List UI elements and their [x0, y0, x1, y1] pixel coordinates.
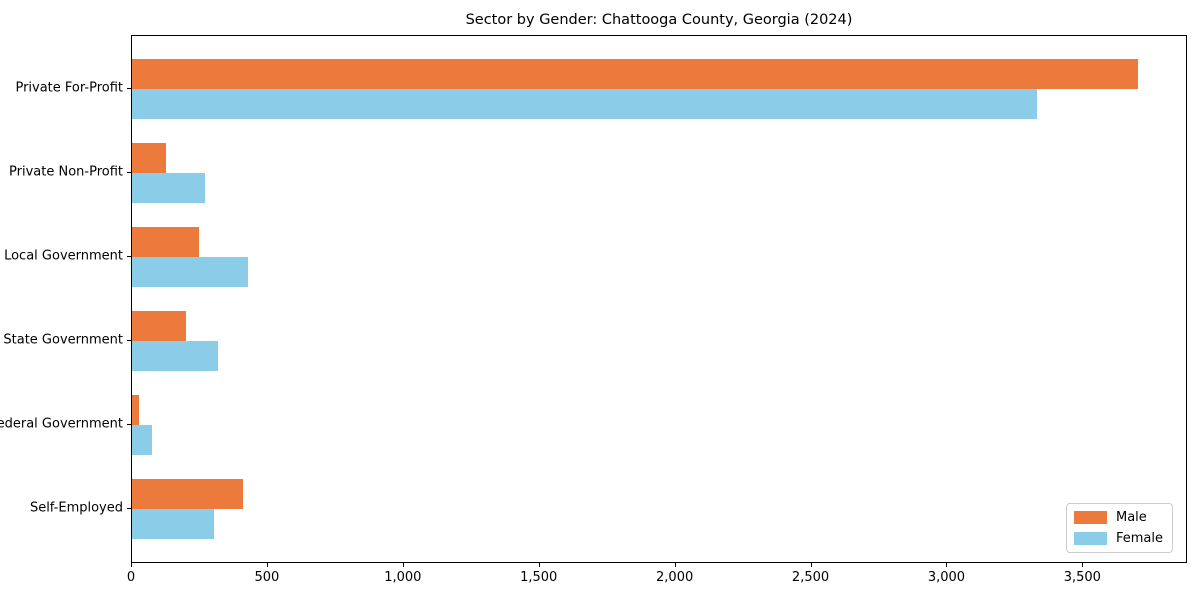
- xtick-mark: [674, 563, 676, 567]
- legend: Male Female: [1065, 503, 1173, 553]
- ytick-mark: [127, 340, 131, 341]
- xtick-mark: [402, 563, 404, 567]
- legend-swatch-icon: [1073, 511, 1107, 524]
- bar-female: [132, 341, 218, 371]
- xtick-label: 2,000: [656, 570, 694, 585]
- bar-male: [132, 143, 166, 173]
- ytick-mark: [127, 172, 131, 173]
- ytick-label: Federal Government: [0, 416, 123, 432]
- xtick-label: 3,000: [927, 570, 966, 585]
- xtick-label: 2,500: [791, 570, 830, 585]
- xtick-label: 1,500: [520, 570, 558, 585]
- bar-female: [132, 257, 248, 287]
- xtick-mark: [266, 563, 268, 567]
- legend-item-female: Female: [1073, 531, 1163, 546]
- xtick-mark: [810, 563, 812, 567]
- xtick-mark: [131, 563, 132, 567]
- ytick-label: Self-Employed: [29, 500, 123, 516]
- ytick-mark: [127, 508, 131, 509]
- legend-label: Female: [1115, 531, 1163, 546]
- xtick-mark: [538, 563, 540, 567]
- ytick-label: State Government: [3, 332, 123, 348]
- ytick-mark: [127, 256, 131, 257]
- bar-male: [132, 479, 243, 509]
- bar-female: [132, 425, 152, 455]
- bar-female: [132, 89, 1037, 119]
- xtick-label: 500: [254, 570, 280, 585]
- xtick-label: 0: [126, 570, 136, 585]
- bar-female: [132, 173, 205, 203]
- ytick-mark: [127, 424, 131, 425]
- ytick-label: Local Government: [4, 248, 123, 264]
- ytick-mark: [127, 88, 131, 89]
- xtick-label: 3,500: [1063, 570, 1101, 585]
- bar-male: [132, 311, 186, 341]
- legend-swatch-icon: [1073, 532, 1107, 545]
- bar-female: [132, 509, 214, 539]
- bar-male: [132, 227, 199, 257]
- legend-item-male: Male: [1073, 510, 1163, 525]
- plot-area: Male Female: [131, 35, 1187, 563]
- ytick-label: Private For-Profit: [15, 80, 123, 96]
- ytick-label: Private Non-Profit: [9, 164, 123, 180]
- xtick-label: 1,000: [384, 570, 422, 585]
- legend-label: Male: [1115, 510, 1147, 525]
- chart-title: Sector by Gender: Chattooga County, Geor…: [465, 12, 853, 28]
- xtick-mark: [946, 563, 948, 567]
- bar-male: [132, 395, 139, 425]
- xtick-mark: [1082, 563, 1084, 567]
- bar-male: [132, 59, 1138, 89]
